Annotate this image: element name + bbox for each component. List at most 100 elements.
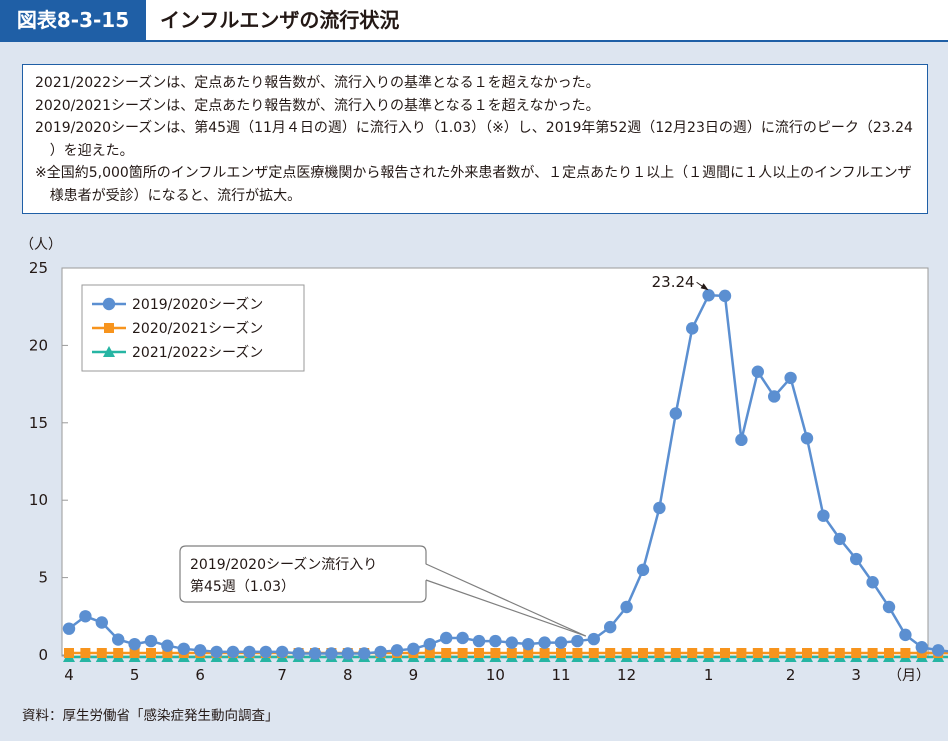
data-point [687,648,698,658]
data-point [621,648,632,658]
data-point [177,642,190,656]
source-note: 資料：厚生労働省「感染症発生動向調査」 [22,708,279,724]
data-point [162,648,173,658]
data-point [882,600,896,614]
data-point [113,648,124,658]
legend-marker [102,297,116,311]
data-point [556,648,566,658]
note-2020: 2020/2021シーズンは、定点あたり報告数が、流行入りの基準となる１を超えな… [35,97,600,114]
data-point [144,634,158,648]
y-unit-label: （人） [20,237,62,253]
callout-text: 第45週（1.03） [190,578,295,595]
figure-header: 図表8-3-15 インフルエンザの流行状況 [0,0,948,42]
legend-label: 2019/2020シーズン [132,297,263,313]
x-tick-label: 10 [486,666,505,684]
callout-text: 2019/2020シーズン流行入り [190,557,377,573]
x-tick-label: 11 [551,666,570,684]
data-point [523,648,534,658]
data-point [96,648,107,658]
y-tick-label: 10 [29,491,48,509]
data-point [802,648,812,658]
data-point [407,642,420,656]
data-point [752,648,763,658]
data-point [900,648,911,658]
data-point [654,648,665,658]
data-point [554,636,568,649]
data-point [818,648,829,658]
data-point [505,636,518,649]
x-tick-label: 3 [851,666,861,684]
series-circle [62,289,948,660]
data-point [768,390,781,403]
data-point [636,563,650,577]
x-tick-label: 8 [343,666,353,684]
x-tick-label: 4 [64,666,74,684]
data-point [867,648,878,658]
data-point [292,647,305,660]
data-point [210,645,223,659]
data-point [817,509,830,522]
data-point [604,620,617,634]
data-point [587,632,600,646]
peak-arrow-head [700,283,709,291]
data-point [243,645,256,659]
note-2019: 2019/2020シーズンは、第45週（11月４日の週）に流行入り（1.03）（… [35,120,913,159]
figure-title: インフルエンザの流行状況 [160,8,400,32]
data-point [440,631,453,645]
data-point [720,648,730,658]
data-point [276,645,289,659]
data-point [703,648,714,658]
data-point [146,648,156,658]
data-point [834,648,845,658]
data-point [441,648,452,658]
data-point [785,648,796,658]
data-point [341,647,354,660]
data-point [194,644,207,657]
data-point [702,289,715,302]
data-point [308,647,322,660]
data-point [670,648,681,658]
data-point [538,636,551,649]
y-tick-label: 5 [38,569,48,587]
data-point [489,634,502,648]
x-tick-label: 6 [195,666,205,684]
data-point [784,371,797,385]
x-tick-label: 12 [617,666,636,684]
notes-box: 2021/2022シーズンは、定点あたり報告数が、流行入りの基準となる１を超えな… [22,64,928,214]
data-point [456,631,469,645]
legend-label: 2021/2022シーズン [132,345,263,361]
legend-item: 2021/2022シーズン [92,345,263,361]
data-point [161,639,174,652]
legend: 2019/2020シーズン 2020/2021シーズン 2021/2022シーズン [81,284,305,372]
callout-pointer-edge [425,579,586,637]
y-tick-label: 15 [29,414,48,432]
callout-box [179,545,427,603]
data-point [390,644,404,657]
data-point [850,552,863,566]
legend-label: 2020/2021シーズン [132,321,263,337]
data-point [638,648,648,658]
callout-pointer-edge [425,563,587,637]
data-point [605,648,616,658]
data-point [506,648,517,658]
data-point [424,648,435,658]
figure-id-badge: 図表8-3-15 [0,0,146,40]
data-point [374,645,387,659]
data-point [62,622,76,635]
data-point [474,648,484,658]
data-point [457,648,468,658]
data-point [64,648,74,658]
data-point [129,648,140,658]
data-point [95,616,109,629]
data-point [899,628,912,642]
data-point [769,648,780,658]
data-point [423,637,436,651]
x-tick-label: 1 [704,666,714,684]
data-point [259,645,272,659]
data-point [884,648,894,658]
data-point [851,648,862,658]
legend-marker [104,323,114,333]
data-point [226,645,240,659]
data-point [571,634,584,648]
